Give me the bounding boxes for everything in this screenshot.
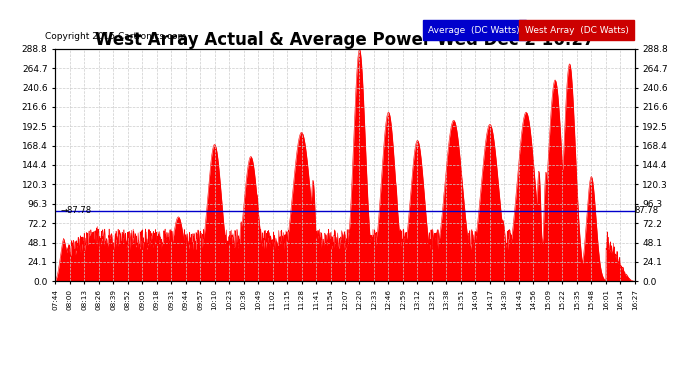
Title: West Array Actual & Average Power Wed Dec 2 16:27: West Array Actual & Average Power Wed De… — [95, 31, 595, 49]
Legend: Average  (DC Watts), West Array  (DC Watts): Average (DC Watts), West Array (DC Watts… — [423, 23, 630, 36]
Text: Copyright 2015 Cartronics.com: Copyright 2015 Cartronics.com — [45, 32, 186, 41]
Text: →87.78: →87.78 — [61, 206, 92, 215]
Text: 87.78: 87.78 — [635, 206, 659, 215]
